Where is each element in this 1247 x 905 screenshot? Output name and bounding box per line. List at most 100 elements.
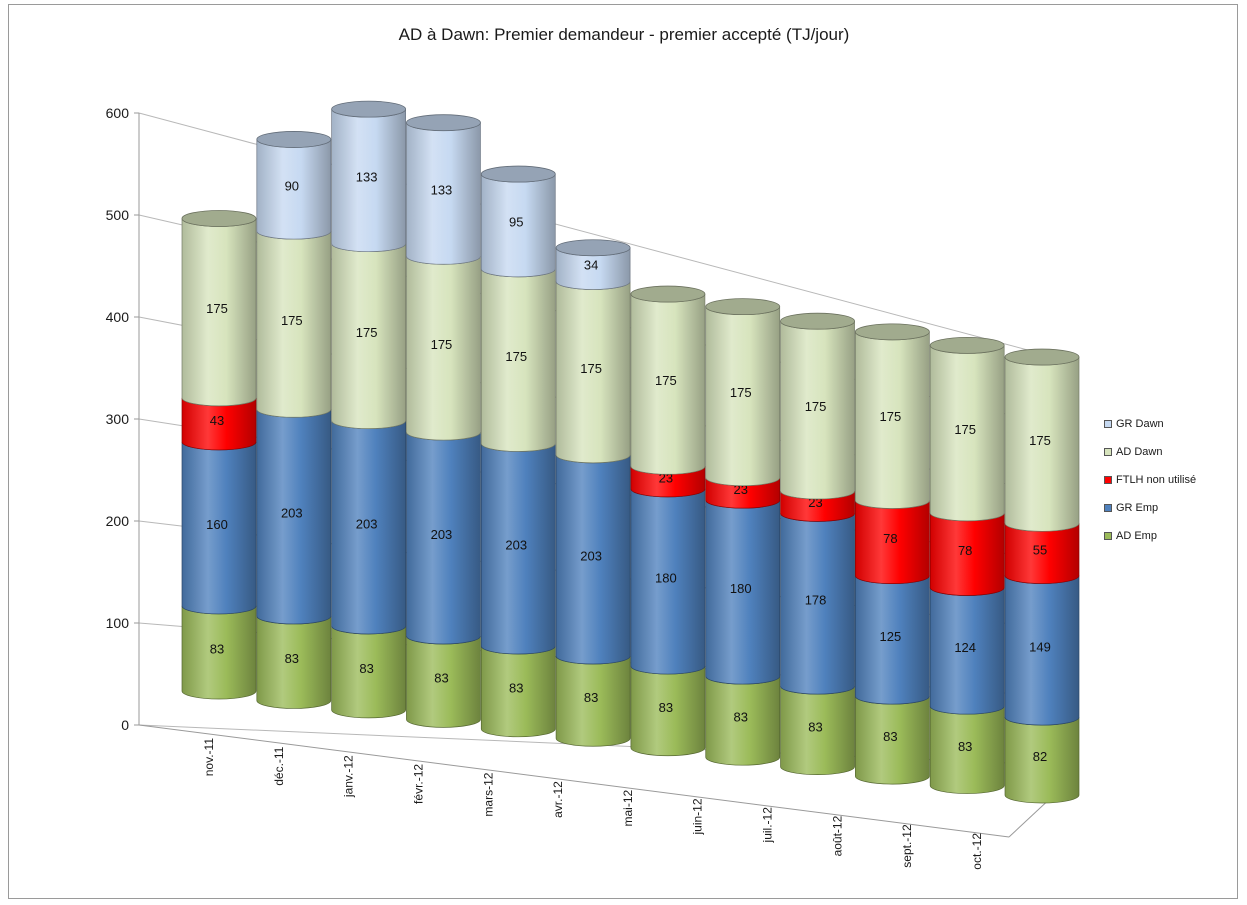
- y-axis: 0 100 200 300 400 500 600: [106, 105, 139, 733]
- legend-swatch: [1104, 448, 1112, 456]
- data-label: 83: [958, 739, 972, 754]
- x-tick-label: nov.-11: [202, 738, 216, 777]
- legend-label: FTLH non utilisé: [1116, 474, 1197, 486]
- bar-top: [929, 337, 1005, 354]
- bar-top: [780, 312, 855, 330]
- data-label: 83: [584, 690, 598, 705]
- bar-top: [1004, 348, 1080, 366]
- x-tick-label: déc.-11: [272, 746, 286, 785]
- x-tick-label: août-12: [830, 815, 844, 856]
- legend-item: AD Dawn: [1104, 445, 1162, 459]
- data-label: 175: [281, 313, 303, 328]
- x-tick-label: mars-12: [481, 772, 495, 816]
- data-label: 78: [958, 543, 972, 558]
- data-label: 175: [805, 399, 827, 414]
- data-label: 82: [1033, 749, 1047, 764]
- legend-label: GR Emp: [1116, 502, 1159, 514]
- bar-top: [854, 323, 930, 341]
- data-label: 203: [281, 506, 303, 521]
- bar-stack: 82 149 55 175: [1004, 348, 1080, 804]
- legend-item: AD Emp: [1104, 529, 1157, 543]
- data-label: 83: [808, 719, 822, 734]
- legend-item: FTLH non utilisé: [1104, 473, 1196, 487]
- x-tick-label: mai-12: [621, 789, 635, 826]
- bar-stack: 83 203 175 95: [480, 165, 556, 738]
- y-tick-label: 500: [106, 207, 130, 223]
- chart-title: AD à Dawn: Premier demandeur - premier a…: [398, 25, 850, 44]
- bar-top: [480, 165, 556, 183]
- data-label: 133: [431, 182, 453, 197]
- data-label: 175: [880, 409, 902, 424]
- bar-top: [256, 131, 332, 148]
- chart-frame: 0 100 200 300 400 500 600 83 160 43 175 83 203 175 90 8…: [8, 4, 1238, 899]
- data-label: 175: [356, 325, 378, 340]
- data-label: 83: [659, 700, 673, 715]
- x-tick-label: juil.-12: [761, 807, 775, 844]
- data-label: 133: [356, 169, 378, 184]
- data-label: 175: [505, 349, 527, 364]
- legend-label: AD Emp: [1116, 530, 1157, 542]
- data-label: 175: [206, 301, 228, 316]
- data-label: 175: [730, 385, 752, 400]
- bar-stack: 83 203 175 133: [331, 100, 407, 719]
- bar-stack: 83 160 43 175: [181, 210, 257, 700]
- data-label: 180: [730, 581, 752, 596]
- y-tick-label: 0: [121, 717, 129, 733]
- data-label: 175: [655, 373, 677, 388]
- x-axis: nov.-11 déc.-11 janv.-12 févr.-12 mars-12 avr…: [202, 738, 984, 870]
- bars: 83 160 43 175 83 203 175 90 83 203 175 133 83 203 175 1…: [181, 100, 1080, 804]
- x-tick-label: avr.-12: [551, 781, 565, 818]
- data-label: 175: [1029, 433, 1051, 448]
- data-label: 203: [431, 527, 453, 542]
- bar-top: [555, 239, 631, 257]
- bar-top: [406, 114, 481, 132]
- data-label: 83: [883, 729, 897, 744]
- data-label: 175: [580, 361, 602, 376]
- data-label: 90: [285, 178, 299, 193]
- data-label: 178: [805, 593, 827, 608]
- data-label: 203: [580, 548, 602, 563]
- data-label: 83: [434, 671, 448, 686]
- legend-swatch: [1104, 504, 1112, 512]
- data-label: 83: [733, 710, 747, 725]
- x-tick-label: sept.-12: [900, 824, 914, 868]
- x-tick-label: juin-12: [691, 798, 705, 835]
- data-label: 78: [883, 531, 897, 546]
- bar-top: [705, 298, 781, 316]
- legend-swatch: [1104, 420, 1112, 428]
- y-tick-label: 400: [106, 309, 130, 325]
- y-tick-label: 300: [106, 411, 130, 427]
- bar-stack: 83 124 78 175: [929, 337, 1005, 794]
- data-label: 175: [431, 337, 453, 352]
- x-tick-label: févr.-12: [411, 764, 425, 804]
- data-label: 125: [880, 629, 902, 644]
- data-label: 95: [509, 214, 523, 229]
- data-label: 83: [210, 641, 224, 656]
- data-label: 175: [954, 422, 976, 437]
- bar-top: [630, 285, 706, 303]
- bar-stack: 83 203 175 133: [406, 114, 481, 728]
- data-label: 43: [210, 413, 224, 428]
- data-label: 83: [509, 680, 523, 695]
- data-label: 149: [1029, 639, 1051, 654]
- data-label: 83: [359, 661, 373, 676]
- legend-swatch: [1104, 532, 1112, 540]
- data-label: 124: [954, 640, 976, 655]
- y-tick-label: 200: [106, 513, 130, 529]
- legend-swatch: [1104, 476, 1112, 484]
- data-label: 83: [285, 651, 299, 666]
- y-tick-label: 100: [106, 615, 130, 631]
- legend-label: AD Dawn: [1116, 446, 1163, 458]
- chart-plot: 0100200300400500600831604317583203175908…: [106, 100, 1080, 870]
- data-label: 203: [356, 516, 378, 531]
- data-label: 34: [584, 258, 598, 273]
- x-tick-label: janv.-12: [342, 755, 356, 798]
- x-axis-line: [138, 724, 1010, 838]
- bar-stack: 83 203 175 90: [256, 131, 332, 709]
- bar-top: [181, 210, 257, 227]
- data-label: 55: [1033, 542, 1047, 557]
- legend-item: GR Dawn: [1104, 417, 1164, 431]
